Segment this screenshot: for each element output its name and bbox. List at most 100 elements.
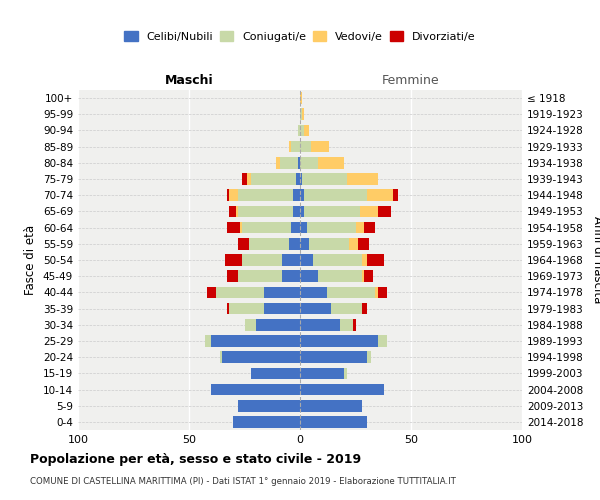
Bar	[300, 384, 385, 396]
Bar	[367, 254, 385, 266]
Bar	[251, 368, 300, 379]
Bar	[282, 254, 300, 266]
Bar	[242, 173, 247, 185]
Bar	[300, 400, 362, 411]
Bar	[298, 124, 300, 136]
Bar	[251, 173, 296, 185]
Legend: Celibi/Nubili, Coniugati/e, Vedovi/e, Divorziati/e: Celibi/Nubili, Coniugati/e, Vedovi/e, Di…	[124, 31, 476, 42]
Bar	[364, 222, 376, 234]
Bar	[211, 335, 300, 347]
Bar	[300, 335, 378, 347]
Bar	[362, 270, 364, 282]
Bar	[291, 141, 300, 152]
Bar	[229, 302, 265, 314]
Bar	[300, 286, 326, 298]
Bar	[291, 222, 300, 234]
Bar	[224, 254, 242, 266]
Bar	[223, 352, 300, 363]
Bar	[367, 190, 393, 201]
Bar	[242, 222, 291, 234]
Bar	[256, 319, 300, 330]
Text: Popolazione per età, sesso e stato civile - 2019: Popolazione per età, sesso e stato civil…	[30, 452, 361, 466]
Bar	[293, 190, 300, 201]
Bar	[362, 254, 367, 266]
Bar	[364, 270, 373, 282]
Bar	[358, 238, 369, 250]
Bar	[227, 270, 238, 282]
Bar	[289, 141, 291, 152]
Bar	[238, 238, 249, 250]
Bar	[242, 254, 282, 266]
Bar	[215, 286, 265, 298]
Text: COMUNE DI CASTELLINA MARITTIMA (PI) - Dati ISTAT 1° gennaio 2019 - Elaborazione : COMUNE DI CASTELLINA MARITTIMA (PI) - Da…	[30, 478, 456, 486]
Bar	[300, 173, 302, 185]
Bar	[227, 190, 229, 201]
Bar	[275, 157, 280, 168]
Text: Maschi: Maschi	[164, 74, 214, 87]
Bar	[300, 238, 309, 250]
Bar	[229, 206, 236, 218]
Bar	[300, 302, 331, 314]
Bar	[302, 173, 347, 185]
Bar	[265, 286, 300, 298]
Bar	[300, 124, 304, 136]
Bar	[300, 270, 318, 282]
Bar	[300, 157, 318, 168]
Bar	[238, 400, 300, 411]
Bar	[313, 254, 362, 266]
Bar	[245, 319, 256, 330]
Bar	[238, 206, 293, 218]
Bar	[326, 286, 376, 298]
Bar	[229, 190, 238, 201]
Bar	[293, 206, 300, 218]
Bar	[300, 108, 302, 120]
Bar	[236, 206, 238, 218]
Bar	[307, 222, 355, 234]
Bar	[282, 270, 300, 282]
Bar	[298, 157, 300, 168]
Bar	[211, 384, 300, 396]
Bar	[331, 302, 362, 314]
Bar	[304, 206, 360, 218]
Bar	[238, 190, 293, 201]
Bar	[302, 108, 304, 120]
Bar	[205, 335, 211, 347]
Bar	[300, 206, 304, 218]
Bar	[309, 238, 349, 250]
Y-axis label: Anni di nascita: Anni di nascita	[590, 216, 600, 304]
Bar	[378, 206, 391, 218]
Bar	[240, 222, 242, 234]
Bar	[378, 286, 386, 298]
Bar	[318, 270, 362, 282]
Bar	[304, 190, 367, 201]
Bar	[378, 335, 386, 347]
Bar	[300, 416, 367, 428]
Bar	[355, 222, 364, 234]
Bar	[349, 238, 358, 250]
Bar	[227, 222, 240, 234]
Bar	[238, 270, 282, 282]
Bar	[296, 173, 300, 185]
Bar	[304, 124, 309, 136]
Bar	[300, 190, 304, 201]
Bar	[362, 302, 367, 314]
Bar	[367, 352, 371, 363]
Bar	[344, 368, 347, 379]
Bar	[300, 222, 307, 234]
Bar	[300, 92, 302, 104]
Bar	[265, 302, 300, 314]
Bar	[300, 368, 344, 379]
Bar	[360, 206, 378, 218]
Bar	[347, 173, 378, 185]
Bar	[233, 416, 300, 428]
Bar	[300, 254, 313, 266]
Bar	[300, 141, 311, 152]
Bar	[300, 352, 367, 363]
Y-axis label: Fasce di età: Fasce di età	[25, 225, 37, 295]
Bar	[249, 238, 289, 250]
Bar	[207, 286, 215, 298]
Bar	[247, 173, 251, 185]
Bar	[300, 319, 340, 330]
Bar	[318, 157, 344, 168]
Bar	[289, 238, 300, 250]
